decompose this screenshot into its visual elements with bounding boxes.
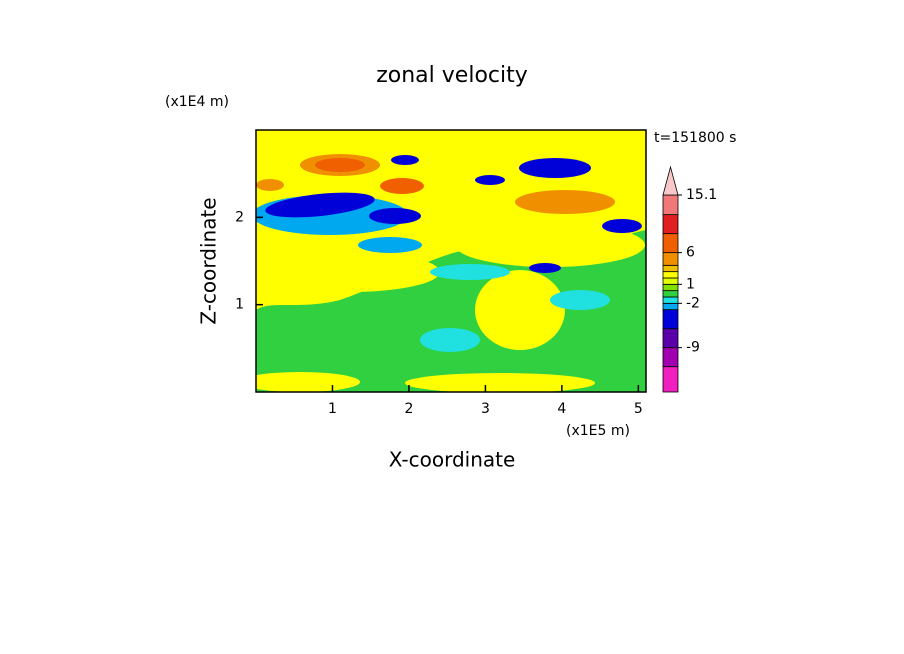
field-region xyxy=(475,270,565,350)
colorbar-tick-label: -9 xyxy=(686,340,700,356)
field-region xyxy=(420,328,480,352)
colorbar-band xyxy=(662,296,679,304)
x-tick-label: 4 xyxy=(557,401,566,417)
x-unit: (x1E5 m) xyxy=(566,423,630,439)
x-tick-label: 1 xyxy=(328,401,337,417)
chart-title: zonal velocity xyxy=(376,63,528,88)
y-tick-label: 1 xyxy=(235,297,244,313)
colorbar-band xyxy=(662,271,679,279)
colorbar-band xyxy=(662,252,679,266)
x-tick-label: 2 xyxy=(404,401,413,417)
field-region xyxy=(265,192,375,218)
colorbar-band xyxy=(662,214,679,235)
annotation: t=151800 s xyxy=(654,130,736,146)
colorbar-band xyxy=(662,328,679,349)
colorbar-band xyxy=(662,366,679,393)
colorbar-tick-label: -2 xyxy=(686,295,700,311)
x-axis-label: X-coordinate xyxy=(389,448,516,472)
x-tick-label: 5 xyxy=(634,401,643,417)
field-region xyxy=(405,373,595,392)
colorbar-band xyxy=(662,233,679,254)
field-region xyxy=(391,155,419,165)
colorbar-tick-label: 15.1 xyxy=(686,187,717,203)
field-region xyxy=(358,237,422,253)
y-axis-label: Z-coordinate xyxy=(197,197,221,324)
colorbar-band xyxy=(662,264,679,273)
x-tick-label: 3 xyxy=(481,401,490,417)
field-region xyxy=(315,158,365,172)
field-region xyxy=(430,264,510,280)
colorbar-band xyxy=(662,302,679,311)
plot-frame xyxy=(255,129,647,393)
y-tick-label: 2 xyxy=(235,209,244,225)
colorbar-band xyxy=(662,283,679,292)
field-region xyxy=(475,175,505,185)
field-region xyxy=(550,290,610,310)
colorbar-band xyxy=(662,194,679,216)
field-region xyxy=(529,263,561,273)
field-region xyxy=(369,208,421,224)
field-region xyxy=(260,252,440,292)
field-region xyxy=(455,223,645,267)
field-region xyxy=(256,372,360,392)
field-region xyxy=(256,179,284,191)
colorbar-band xyxy=(662,277,679,285)
colorbar-tick-label: 1 xyxy=(686,276,695,292)
y-unit: (x1E4 m) xyxy=(165,94,229,110)
field-region xyxy=(380,178,424,194)
colorbar-extension xyxy=(662,165,679,196)
colorbar-band xyxy=(662,347,679,368)
colorbar-band xyxy=(662,309,679,330)
field-region xyxy=(515,190,615,214)
colorbar-band xyxy=(662,290,679,298)
field-region xyxy=(519,158,591,178)
field-region xyxy=(602,219,642,233)
colorbar-tick-label: 6 xyxy=(686,245,695,261)
contour-field xyxy=(256,130,646,392)
